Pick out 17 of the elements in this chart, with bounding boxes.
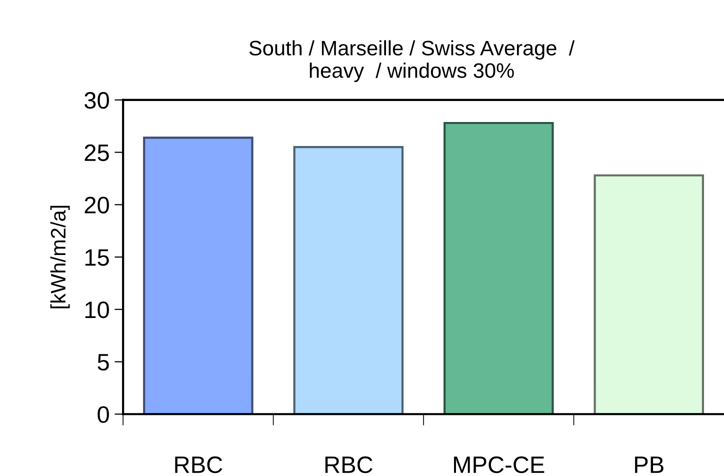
y-tick-label: 25 — [84, 144, 109, 162]
y-tick-label: 30 — [84, 92, 109, 109]
x-tick-label: RBC — [325, 456, 372, 474]
bar — [444, 122, 554, 414]
x-tick-label: PB — [635, 456, 664, 473]
bar — [143, 136, 254, 414]
x-tick-label: MPC-CE — [454, 456, 544, 474]
x-tick-label: RBC — [175, 456, 222, 474]
bar — [594, 174, 704, 414]
bar — [293, 146, 404, 414]
y-tick-label: 15 — [85, 249, 109, 266]
y-tick-label: 20 — [84, 196, 109, 214]
chart-title: South / Marseille / Swiss Average / heavy / windows 30% — [249, 40, 575, 82]
y-axis-title: [kWh/m2/a] — [50, 206, 70, 308]
y-tick-label: 5 — [98, 354, 109, 371]
y-tick-label: 0 — [98, 406, 109, 423]
y-tick-label: 10 — [85, 301, 109, 318]
